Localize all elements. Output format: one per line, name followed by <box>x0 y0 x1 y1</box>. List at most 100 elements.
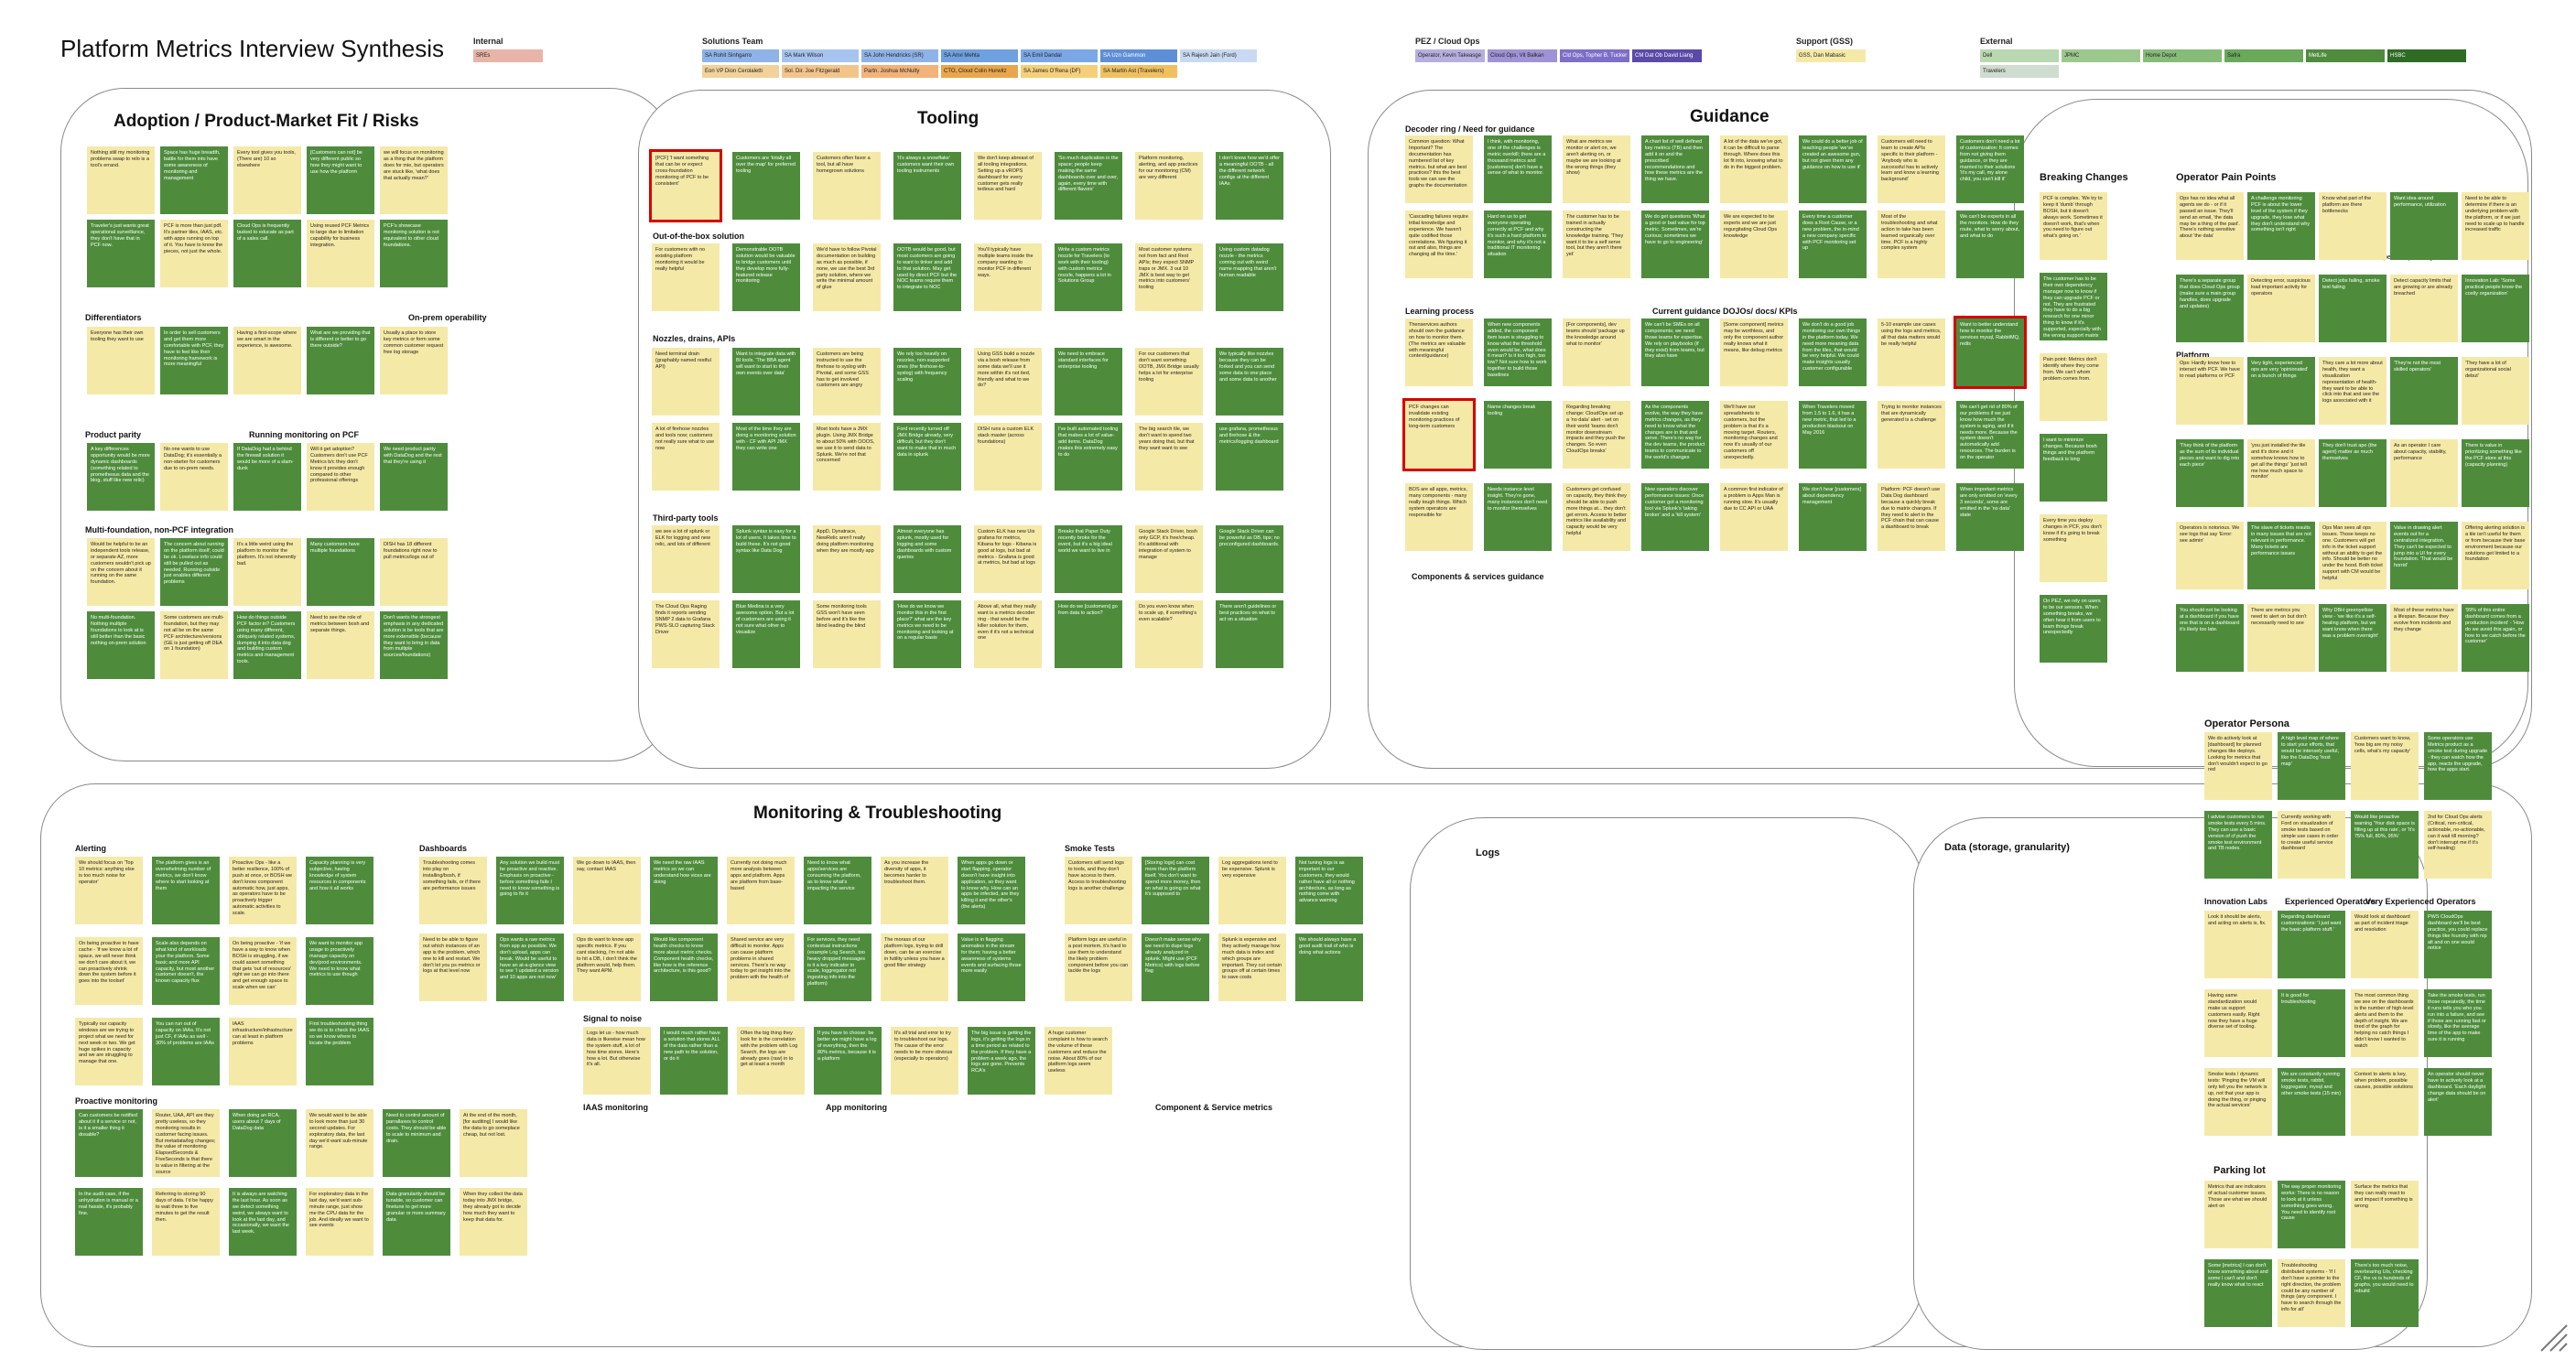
sticky-note[interactable]: We do get questions 'What a good or bad … <box>1641 210 1709 278</box>
sticky-note[interactable]: A lot of firehose nozzles and tools now;… <box>652 423 720 491</box>
sticky-note[interactable]: Innovation Lab: 'Some practical people k… <box>2462 275 2529 342</box>
sticky-note[interactable]: Capacity planning is very subjective, ha… <box>306 857 373 924</box>
sticky-note[interactable]: The Cloud Ops Raging finds it reports se… <box>652 600 720 668</box>
sticky-note[interactable]: We do actively look at [dashboard] for p… <box>2204 732 2272 800</box>
sticky-note[interactable]: Using custom datadog nozzle - the metric… <box>1216 243 1283 311</box>
sticky-note[interactable]: Know what part of the platform are there… <box>2319 192 2387 260</box>
sticky-note[interactable]: 'It's always a snowflake' customers want… <box>893 152 961 220</box>
sticky-note[interactable]: Customers want to know, 'how big are my … <box>2351 732 2419 800</box>
sticky-note[interactable]: A high level map of where to start your … <box>2278 732 2345 800</box>
sticky-note[interactable]: It is good for troubleshooting <box>2278 989 2345 1057</box>
sticky-note[interactable]: We'll have our spreadsheets to customers… <box>1720 401 1788 469</box>
sticky-note[interactable]: When Travelers moved from 1.5 to 1.6, it… <box>1799 401 1867 469</box>
sticky-note[interactable]: A challenge monitoring PCF is about the … <box>2247 192 2315 260</box>
sticky-note[interactable]: 'So much duplication in the space; peopl… <box>1055 152 1122 220</box>
sticky-note[interactable]: Every time you deploy changes in PCF, yo… <box>2040 514 2107 582</box>
sticky-note[interactable]: Most customer systems not from fact and … <box>1135 243 1203 311</box>
sticky-note[interactable]: Usually a place to store key metrics or … <box>380 327 448 394</box>
sticky-note[interactable]: We can't be experts in all the monitors.… <box>1956 210 2024 278</box>
sticky-note[interactable]: Ops: Hardly know how to interact with PC… <box>2176 357 2244 425</box>
sticky-note[interactable]: 'you just installed the tile and it's do… <box>2247 439 2315 507</box>
sticky-note[interactable]: Some [metrics] I can don't know somethin… <box>2204 1259 2272 1327</box>
sticky-note[interactable]: A huge customer complaint is how to sear… <box>1044 1027 1112 1095</box>
sticky-note[interactable]: Why DBH greenyellow view - 'we like it's… <box>2319 604 2387 672</box>
sticky-note[interactable]: What are metrics we monitor or alert on,… <box>1563 135 1630 203</box>
sticky-note[interactable]: They care a lot more about health, they … <box>2319 357 2387 425</box>
sticky-note[interactable]: Google Stack Driver can be powerful as D… <box>1216 525 1283 593</box>
sticky-note[interactable]: [Some component] metrics may be worthles… <box>1720 318 1788 386</box>
sticky-note[interactable]: When they collect the data today into JM… <box>460 1188 527 1256</box>
sticky-note[interactable]: No multi-foundation. Nothing multiple fo… <box>87 611 155 679</box>
sticky-note[interactable]: A chart list of well defined key metrics… <box>1641 135 1709 203</box>
sticky-note[interactable]: Having same standardization would make u… <box>2204 989 2272 1057</box>
sticky-note[interactable]: Customers are 'totally all over the map'… <box>732 152 800 220</box>
sticky-note[interactable]: For services, they need contextual instr… <box>804 934 871 1001</box>
sticky-note[interactable]: The customer has to be their own depende… <box>2040 273 2107 340</box>
sticky-note[interactable]: When new components added, the component… <box>1484 318 1552 386</box>
sticky-note[interactable]: We are expected to be experts and we are… <box>1720 210 1788 278</box>
sticky-note[interactable]: I don't know how we'd offer a meaningful… <box>1216 152 1283 220</box>
sticky-note[interactable]: Needs instance level insight. They're go… <box>1484 483 1552 551</box>
sticky-note[interactable]: What are we providing that is different … <box>307 327 374 394</box>
sticky-note[interactable]: Platform logs are useful in a post morte… <box>1065 934 1132 1001</box>
sticky-note[interactable]: Take the smoke tests, run those repeated… <box>2424 989 2492 1057</box>
sticky-note[interactable]: No one wants to use DataDog; it's essent… <box>160 443 228 511</box>
sticky-note[interactable]: We don't keep abreast of all tooling int… <box>974 152 1042 220</box>
sticky-note[interactable]: Common question: What Important? The doc… <box>1405 135 1473 203</box>
sticky-note[interactable]: PWS CloudOps dashboard we'll be best pra… <box>2424 911 2492 978</box>
sticky-note[interactable]: Very tight, experienced ops are very 'op… <box>2247 357 2315 425</box>
sticky-note[interactable]: I would much rather have a solution that… <box>660 1027 728 1095</box>
sticky-note[interactable]: Need to know what apps/services are cons… <box>804 857 871 924</box>
sticky-note[interactable]: 'They're not the most skilled operators' <box>2390 357 2458 425</box>
sticky-note[interactable]: Using reused PCF Metrics to large due to… <box>307 220 374 287</box>
sticky-note[interactable]: Cloud Ops is frequently tasked to educat… <box>233 220 301 287</box>
sticky-note[interactable]: The big search tile, we don't want to sp… <box>1135 423 1203 491</box>
sticky-note[interactable]: If DataDog had a behind the firewall sol… <box>233 443 301 511</box>
sticky-note[interactable]: Space has huge breadth, battle for them … <box>160 146 228 214</box>
sticky-note[interactable]: Breaks that Paper Duty recently broke fo… <box>1055 525 1122 593</box>
sticky-note[interactable]: Need terminal drain (graphably named res… <box>652 348 720 416</box>
sticky-note[interactable]: Above all, what they really want is a me… <box>974 600 1042 668</box>
sticky-note[interactable]: Would be helpful to be an independent to… <box>87 538 155 606</box>
sticky-note[interactable]: Ops has no idea what all agents we do - … <box>2176 192 2244 260</box>
sticky-note[interactable]: Most tools have a JMX plugin. Using JMX … <box>813 423 881 491</box>
sticky-note[interactable]: Using GSS build a nozzle via a bosh rele… <box>974 348 1042 416</box>
sticky-note[interactable]: Traveler's just wants great operational … <box>87 220 155 287</box>
sticky-note[interactable]: For exploratory data in the last day, we… <box>306 1188 373 1256</box>
sticky-note[interactable]: 2nd for Cloud Ops alerts (Critical, non-… <box>2424 811 2492 879</box>
sticky-note[interactable]: AppD, Dynatrace, NewRelic aren't really … <box>813 525 881 593</box>
sticky-note[interactable]: Value is in flagging anomalies in the st… <box>958 934 1025 1001</box>
sticky-note[interactable]: [PCF] 'I want something that can be or e… <box>649 149 722 222</box>
sticky-note[interactable]: IAAS infrastructure/infrastructure can a… <box>229 1018 297 1085</box>
sticky-note[interactable]: PCF is more than just pdf. It's partner … <box>160 220 228 287</box>
sticky-note[interactable]: Operators is notorious. We see logs that… <box>2176 522 2244 589</box>
sticky-note[interactable]: Doesn't make sense why we need to dupe l… <box>1142 934 1209 1001</box>
sticky-note[interactable]: There aren't guidelines or best practice… <box>1216 600 1283 668</box>
sticky-note[interactable]: We should always have a good audit trail… <box>1295 934 1363 1001</box>
sticky-note[interactable]: Customers get confused on capacity, they… <box>1563 483 1630 551</box>
sticky-note[interactable]: Nothing still my monitoring problems swa… <box>87 146 155 214</box>
sticky-note[interactable]: PCF changes can invalidate existing moni… <box>1402 398 1476 471</box>
sticky-note[interactable]: Would like component health checks to kn… <box>650 934 718 1001</box>
sticky-note[interactable]: Logs let us - how much data is likewise … <box>583 1027 651 1095</box>
sticky-note[interactable]: PCF is complex. 'We try to keep it 'dumb… <box>2040 192 2107 260</box>
sticky-note[interactable]: Thenservices authors should own the guid… <box>1405 318 1473 386</box>
sticky-note[interactable]: Log aggregations tend to be expensive. S… <box>1218 857 1286 924</box>
sticky-note[interactable]: [For components], dev teams should 'pack… <box>1563 318 1630 386</box>
sticky-note[interactable]: Referring to storing 90 days of data. I'… <box>152 1188 220 1256</box>
sticky-note[interactable]: The big issue is getting the logs, it's … <box>968 1027 1035 1095</box>
sticky-note[interactable]: Want to integrate data with BI tools. 'T… <box>732 348 800 416</box>
sticky-note[interactable]: Look it should be alerts, and acting on … <box>2204 911 2272 978</box>
sticky-note[interactable]: Need to control amount of parrallaxes to… <box>383 1109 450 1177</box>
sticky-note[interactable]: Splunk is expensive and they actively ma… <box>1218 934 1286 1001</box>
sticky-note[interactable]: Proactive Ops - like a better resilience… <box>229 857 297 924</box>
sticky-note[interactable]: It is always are watching the last hour.… <box>229 1188 297 1256</box>
sticky-note[interactable]: Surface the metrics that they can really… <box>2351 1181 2419 1248</box>
sticky-note[interactable]: There's a separate group that does Cloud… <box>2176 275 2244 342</box>
sticky-note[interactable]: Value in drawing alert events out for a … <box>2390 522 2458 589</box>
sticky-note[interactable]: Customers will send logs to tools, and t… <box>1065 857 1132 924</box>
sticky-note[interactable]: As you increase the diversity of apps, i… <box>881 857 948 924</box>
sticky-note[interactable]: We should focus on 'Top 10 metrics: anyt… <box>75 857 143 924</box>
sticky-note[interactable]: Would like proactive warning 'Your disk … <box>2351 811 2419 879</box>
sticky-note[interactable]: When doing an RCA, users about 7 days of… <box>229 1109 297 1177</box>
